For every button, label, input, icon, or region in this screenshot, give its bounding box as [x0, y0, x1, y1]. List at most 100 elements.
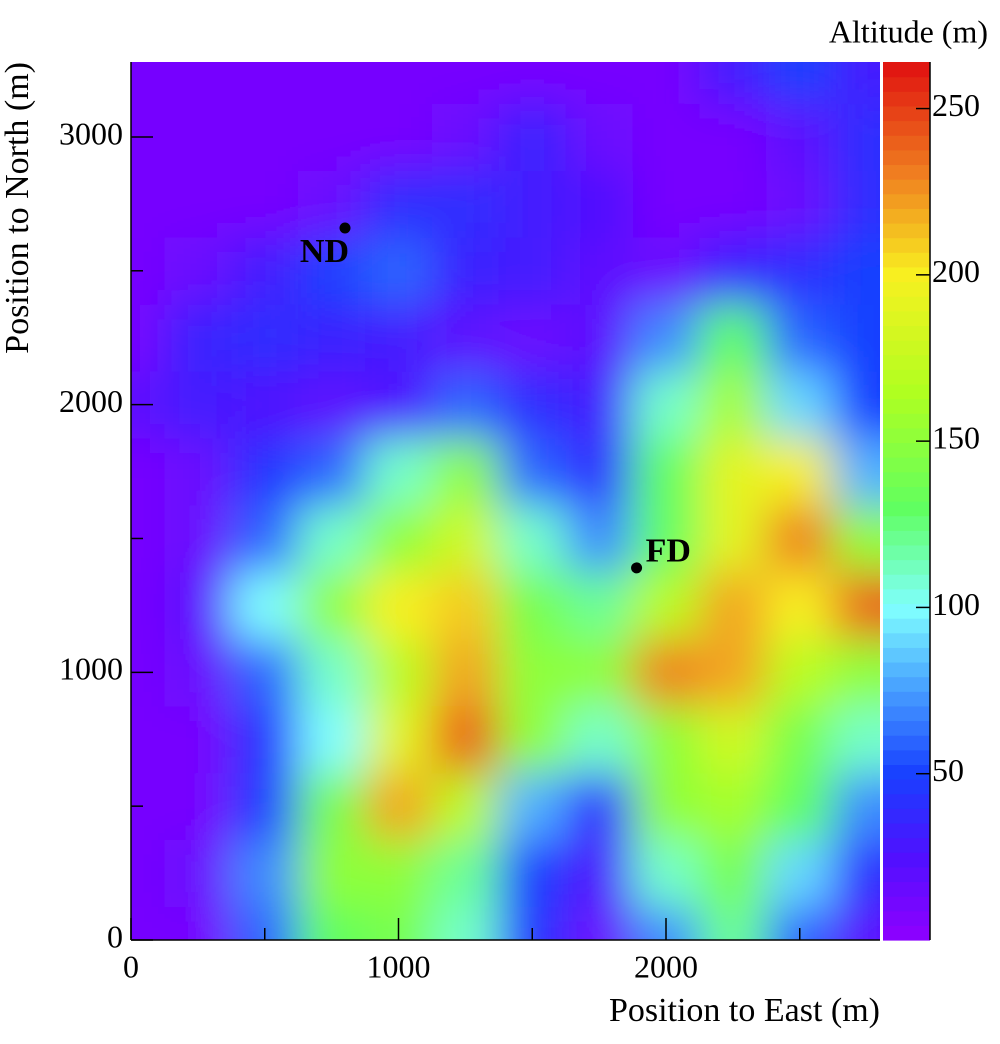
heat-cell [699, 62, 767, 104]
heat-cell [766, 438, 834, 506]
heat-cell [766, 705, 834, 774]
heat-cell [231, 571, 299, 640]
heat-cell [766, 505, 834, 573]
colorbar-tick-label: 200 [932, 253, 980, 289]
heat-cell [298, 571, 366, 640]
heat-cell [833, 438, 880, 506]
colorbar-tick-label: 150 [932, 419, 980, 455]
heat-cell [833, 170, 880, 238]
heat-cell [699, 571, 767, 640]
heat-cell [632, 304, 700, 372]
heat-cell [164, 371, 232, 439]
heat-cell [632, 571, 700, 640]
heat-cell [131, 304, 165, 372]
heat-cell [565, 304, 634, 372]
heat-cell [833, 304, 880, 372]
heat-cell [298, 103, 366, 171]
site-marker [339, 222, 351, 234]
heat-cell [298, 638, 366, 707]
site-label: ND [300, 233, 349, 270]
heat-cell [565, 103, 634, 171]
colorbar-step [883, 501, 930, 517]
colorbar-step [883, 588, 930, 605]
heat-cell [131, 505, 165, 573]
heat-cell [632, 371, 700, 439]
heat-cell [164, 839, 232, 908]
heat-cell [498, 103, 567, 171]
heat-cell [131, 839, 165, 908]
colorbar-step [883, 442, 930, 458]
heat-cell [131, 571, 165, 640]
heat-cell [164, 638, 232, 707]
heat-cell [833, 371, 880, 439]
heat-cell [164, 103, 232, 171]
colorbar-step [883, 252, 930, 268]
colorbar-step [883, 340, 930, 356]
heat-cell [164, 304, 232, 372]
heat-cell [833, 505, 880, 573]
heatmap [131, 62, 880, 940]
colorbar-step [883, 603, 930, 619]
colorbar-step [883, 179, 930, 195]
heat-cell [365, 371, 433, 439]
heat-cell [766, 772, 834, 841]
colorbar-tick-label: 250 [932, 87, 980, 123]
colorbar-step [883, 398, 930, 414]
colorbar-step [883, 105, 930, 122]
colorbar-step [883, 779, 930, 795]
heat-cell [231, 505, 299, 573]
heat-cell [365, 62, 433, 104]
colorbar-step [883, 544, 930, 561]
heat-cell [431, 103, 500, 171]
heat-cell [498, 839, 567, 908]
heat-cell [498, 371, 567, 439]
x-tick-label: 1000 [367, 948, 431, 984]
heat-cell [699, 906, 767, 940]
heat-cell [231, 438, 299, 506]
heat-cell [231, 772, 299, 841]
heat-cell [431, 571, 500, 640]
colorbar-step [883, 427, 930, 444]
colorbar-step [883, 237, 930, 253]
colorbar-step [883, 62, 930, 78]
heat-cell [498, 705, 567, 774]
heat-cell [365, 571, 433, 640]
heat-cell [498, 505, 567, 573]
heat-cell [365, 438, 433, 506]
heat-cell [365, 772, 433, 841]
heat-cell [131, 705, 165, 774]
heat-cell [365, 103, 433, 171]
site-label: FD [646, 533, 691, 570]
heatmap-cells [131, 62, 880, 940]
heat-cell [298, 62, 366, 104]
heat-cell [298, 371, 366, 439]
heat-cell [131, 438, 165, 506]
heat-cell [431, 505, 500, 573]
heat-cell [699, 170, 767, 238]
x-tick-label: 0 [123, 948, 139, 984]
heat-cell [498, 438, 567, 506]
heat-cell [699, 237, 767, 305]
colorbar-step [883, 837, 930, 853]
heat-cell [231, 638, 299, 707]
heat-cell [164, 438, 232, 506]
heat-cell [365, 304, 433, 372]
heat-cell [431, 237, 500, 305]
heat-cell [565, 170, 634, 238]
heat-cell [164, 237, 232, 305]
colorbar-step [883, 559, 930, 575]
heat-cell [365, 638, 433, 707]
colorbar-step [883, 193, 930, 209]
heat-cell [565, 438, 634, 506]
site-marker [631, 562, 643, 574]
colorbar-step [883, 764, 930, 780]
colorbar-step [883, 574, 930, 590]
heat-cell [632, 438, 700, 506]
colorbar-step [883, 515, 930, 531]
heat-cell [231, 839, 299, 908]
heat-cell [498, 571, 567, 640]
heat-cell [231, 371, 299, 439]
heat-cell [498, 237, 567, 305]
colorbar-step [883, 266, 930, 283]
colorbar-step [883, 120, 930, 136]
